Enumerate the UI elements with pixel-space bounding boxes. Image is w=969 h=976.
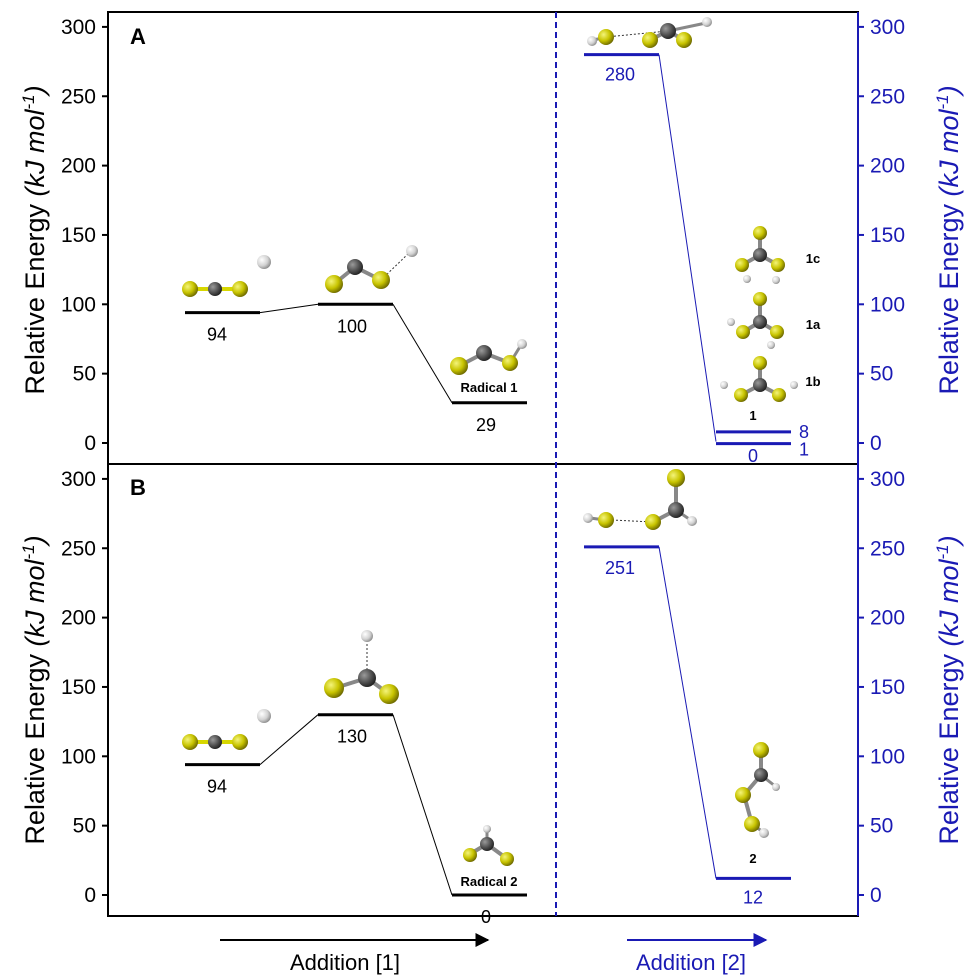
right-tick-label: 150 [870, 676, 905, 699]
conformer-1b-label: 1b [805, 374, 820, 389]
energy-level-value: 94 [207, 777, 227, 797]
right-tick-label: 300 [870, 16, 905, 39]
connector-line [658, 546, 717, 879]
molecule-1a [727, 292, 784, 349]
molecule-1b [720, 356, 798, 402]
right-tick-label: 0 [870, 432, 882, 455]
connector-line [658, 54, 717, 442]
right-axis-title-a: Relative Energy (kJ mol-1) [933, 85, 964, 394]
right-tick-label: 250 [870, 537, 905, 560]
left-tick-label: 150 [61, 676, 96, 699]
left-axis-title-a: Relative Energy (kJ mol-1) [19, 85, 50, 394]
connector-line [392, 304, 453, 404]
right-axis-ticks: 0 50 100 150 200 250 300 0 50 100 150 200 250 300 [858, 16, 905, 907]
left-tick-label: 250 [61, 85, 96, 108]
left-tick-label: 100 [61, 745, 96, 768]
left-tick-label: 0 [84, 432, 96, 455]
conformer-1c-label: 1c [806, 251, 820, 266]
energy-level-value: 94 [207, 325, 227, 345]
energy-level-value: 130 [337, 727, 367, 747]
molecule-ts-right-a [587, 17, 712, 48]
energy-level-value: 12 [743, 887, 763, 907]
right-tick-label: 0 [870, 884, 882, 907]
right-tick-label: 100 [870, 745, 905, 768]
molecule-ts-b [324, 630, 399, 704]
product-1-label: 1 [749, 408, 756, 423]
left-axis-title-b: Relative Energy (kJ mol-1) [19, 535, 50, 844]
molecule-ts-a [325, 245, 418, 293]
addition-2-label: Addition [2] [636, 950, 746, 975]
right-tick-label: 250 [870, 85, 905, 108]
right-tick-label: 50 [870, 815, 893, 838]
right-tick-label: 300 [870, 468, 905, 491]
connector-line [392, 714, 453, 896]
product-2-label: 2 [749, 851, 756, 866]
connector-line [259, 303, 319, 314]
left-tick-label: 200 [61, 607, 96, 630]
right-tick-label: 200 [870, 155, 905, 178]
molecule-2 [735, 742, 780, 838]
energy-level-value: 0 [748, 446, 758, 466]
left-tick-label: 0 [84, 884, 96, 907]
radical-1-label: Radical 1 [460, 380, 517, 395]
left-tick-label: 300 [61, 468, 96, 491]
molecule-radical-1 [450, 339, 527, 375]
connector-line [259, 714, 319, 766]
molecule-ts-right-b [583, 469, 697, 530]
left-tick-label: 250 [61, 537, 96, 560]
energy-level-value: 280 [605, 65, 635, 85]
left-tick-label: 300 [61, 16, 96, 39]
energy-level-value: 251 [605, 558, 635, 578]
energy-level-value: 0 [481, 907, 491, 927]
right-tick-label: 50 [870, 363, 893, 386]
conformer-1a-label: 1a [806, 317, 821, 332]
right-axis-title-b: Relative Energy (kJ mol-1) [933, 535, 964, 844]
panel-letter-b: B [130, 475, 146, 500]
radical-2-label: Radical 2 [460, 874, 517, 889]
molecule-radical-2 [463, 825, 514, 866]
right-tick-label: 150 [870, 224, 905, 247]
molecule-cs2-h-a [182, 255, 271, 297]
energy-level-value: 29 [476, 415, 496, 435]
right-tick-label: 200 [870, 607, 905, 630]
left-axis-ticks: 0 50 100 150 200 250 300 0 50 100 150 200 250 300 [61, 16, 108, 907]
left-tick-label: 50 [73, 363, 96, 386]
molecule-images [182, 17, 798, 866]
right-tick-label: 100 [870, 293, 905, 316]
energy-level-value: 8 [799, 422, 809, 442]
energy-level-value: 100 [337, 316, 367, 336]
left-tick-label: 100 [61, 293, 96, 316]
left-tick-label: 200 [61, 155, 96, 178]
molecule-cs2-h-b [182, 709, 271, 750]
panel-letter-a: A [130, 24, 146, 49]
left-tick-label: 150 [61, 224, 96, 247]
left-tick-label: 50 [73, 815, 96, 838]
energy-level-value: 1 [799, 440, 809, 460]
addition-1-label: Addition [1] [290, 950, 400, 975]
molecule-1c [735, 226, 785, 284]
